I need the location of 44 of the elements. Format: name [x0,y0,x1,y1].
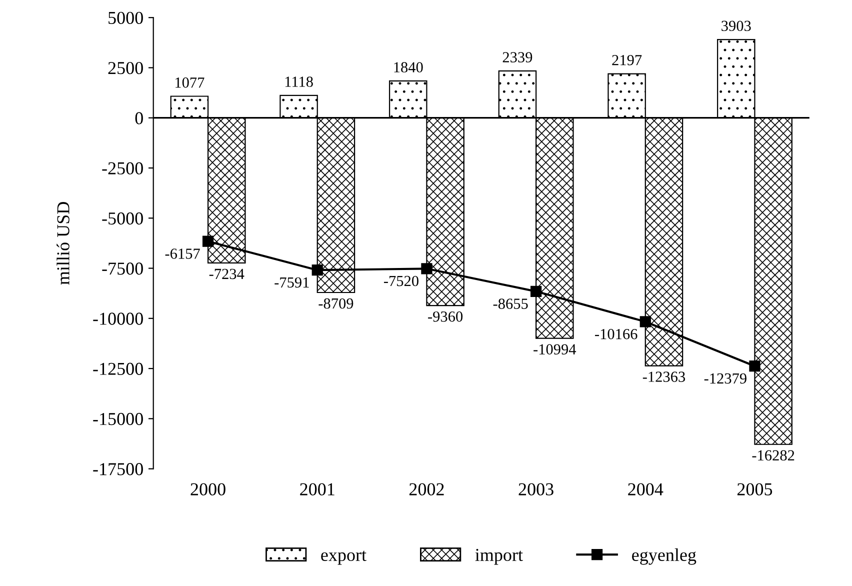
y-tick-label: 0 [135,112,143,124]
legend-label: export [321,550,366,565]
point [640,316,651,328]
y-tick-label: 2500 [108,62,143,74]
data-label: -16282 [752,450,794,461]
data-label: -8655 [493,298,528,309]
y-tick-label: 5000 [108,12,143,24]
data-label: -9360 [428,311,463,322]
y-tick-label: -12500 [93,362,143,375]
data-label: 1840 [394,62,423,72]
y-tick-label: -10000 [93,312,143,325]
point [530,286,542,297]
x-tick-label: 2001 [300,483,334,496]
data-label: 1077 [176,77,204,88]
point [749,360,760,372]
data-label: -6157 [165,248,200,259]
x-tick-label: 2005 [737,483,772,496]
x-tick-label: 2004 [628,483,664,496]
y-axis-title: millió USD [56,202,70,285]
y-tick-label: -17500 [93,463,143,476]
data-label: -10994 [534,344,576,354]
data-label: -7234 [209,268,244,280]
data-label: -7520 [384,276,418,286]
data-label: -7591 [274,277,309,288]
data-label: -12363 [642,372,686,382]
data-label: 3903 [722,20,751,32]
data-label: -12379 [704,373,746,384]
point [202,236,214,247]
data-label: -8709 [318,298,354,309]
data-label: 1118 [285,76,313,87]
y-tick-label: -15000 [93,412,143,426]
legend-label: egyenleg [632,548,696,565]
x-tick-label: 2003 [518,483,554,496]
x-tick-label: 2002 [409,483,444,496]
point [312,264,323,276]
x-tick-label: 2000 [190,483,226,496]
data-label: -10166 [595,328,638,340]
y-tick-label: -2500 [102,162,143,174]
legend-label: import [475,548,523,565]
data-label: 2197 [612,55,642,66]
point [421,263,432,274]
data-label: 2339 [502,52,532,62]
y-tick-label: -7500 [102,262,143,275]
y-tick-label: -5000 [102,212,143,225]
